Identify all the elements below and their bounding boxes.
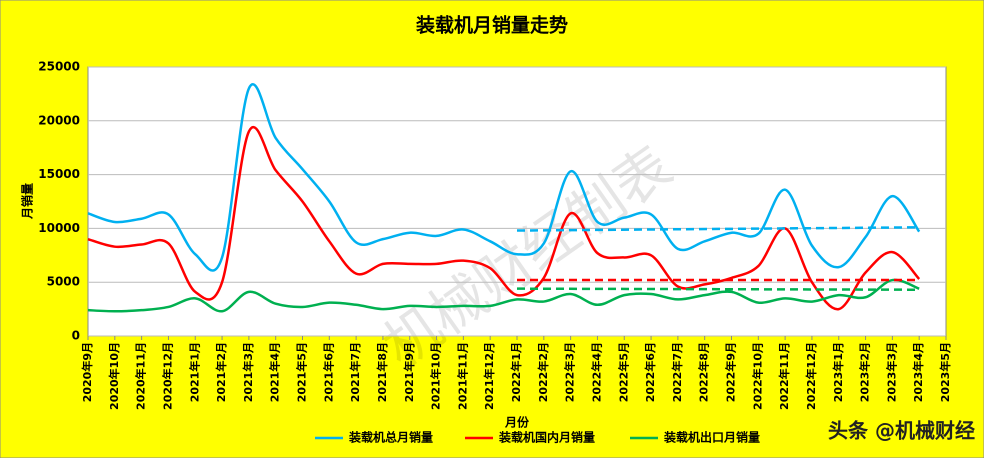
x-tick-label: 2021年4月 [268, 342, 282, 402]
legend-label: 装载机出口月销量 [663, 430, 760, 445]
x-tick-label: 2023年4月 [911, 342, 925, 402]
y-tick-label: 5000 [47, 275, 80, 289]
x-tick-label: 2020年12月 [160, 342, 174, 410]
x-tick-label: 2023年1月 [831, 342, 845, 402]
series-line [87, 83, 921, 272]
x-tick-label: 2021年2月 [214, 342, 228, 402]
x-tick-label: 2021年9月 [402, 342, 416, 402]
x-tick-label: 2020年9月 [80, 342, 94, 402]
y-tick-label: 0 [72, 329, 80, 343]
x-tick-label: 2022年11月 [777, 342, 791, 410]
x-tick-label: 2022年1月 [509, 342, 523, 402]
x-tick-label: 2021年8月 [375, 342, 389, 402]
x-tick-label: 2022年5月 [616, 342, 630, 402]
trend-line [516, 287, 920, 291]
x-axis-title: 月份 [504, 415, 530, 430]
y-tick-label: 20000 [38, 113, 80, 127]
x-tick-label: 2023年5月 [938, 342, 952, 402]
chart-title: 装载机月销量走势 [415, 14, 568, 37]
x-tick-label: 2021年1月 [187, 342, 201, 402]
x-tick-label: 2021年5月 [295, 342, 309, 402]
x-tick-label: 2021年12月 [482, 342, 496, 410]
x-tick-label: 2022年8月 [697, 342, 711, 402]
x-tick-label: 2021年3月 [241, 342, 255, 402]
x-tick-label: 2023年3月 [884, 342, 898, 402]
y-tick-label: 25000 [38, 60, 80, 74]
x-tick-label: 2021年6月 [321, 342, 335, 402]
trend-line [516, 226, 920, 232]
x-tick-label: 2022年2月 [536, 342, 550, 402]
credit: 头条 @机械财经 [828, 419, 975, 443]
x-tick-label: 2022年4月 [589, 342, 603, 402]
x-tick-label: 2022年9月 [724, 342, 738, 402]
x-tick-label: 2021年11月 [455, 342, 469, 410]
x-tick-label: 2023年2月 [858, 342, 872, 402]
y-tick-label: 10000 [38, 221, 80, 235]
y-tick-label: 15000 [38, 167, 80, 181]
x-tick-label: 2022年7月 [670, 342, 684, 402]
x-tick-label: 2022年6月 [643, 342, 657, 402]
x-tick-label: 2021年7月 [348, 342, 362, 402]
series-line [87, 278, 920, 313]
x-tick-label: 2020年11月 [134, 342, 148, 410]
legend-label: 装载机国内月销量 [498, 430, 595, 445]
x-tick-label: 2022年10月 [750, 342, 764, 410]
x-tick-label: 2022年3月 [563, 342, 577, 402]
y-axis-title: 月销量 [20, 183, 35, 220]
x-tick-label: 2020年10月 [107, 342, 121, 410]
x-tick-label: 2021年10月 [429, 342, 443, 410]
x-tick-label: 2022年12月 [804, 342, 818, 410]
legend-label: 装载机总月销量 [348, 430, 433, 445]
